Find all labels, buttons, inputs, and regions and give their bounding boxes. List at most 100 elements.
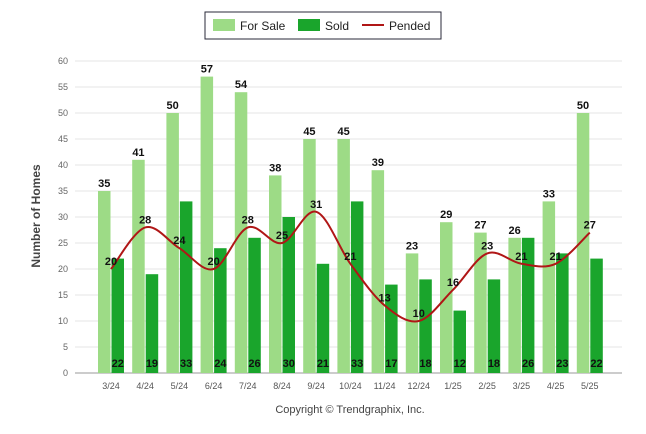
label-for-sale: 35 [98,178,110,190]
label-pended: 13 [378,292,390,304]
pended-line-group [110,210,591,323]
label-pended: 10 [413,308,425,320]
label-pended: 27 [584,220,596,232]
label-for-sale: 50 [577,100,589,112]
y-axis-label: Number of Homes [29,164,43,268]
label-sold: 18 [419,358,431,370]
y-axis-ticks: 0 5 10 15 20 25 30 35 40 45 50 55 60 [58,56,68,378]
bar-for-sale [303,139,316,373]
label-sold: 26 [248,358,260,370]
bar-sold [556,253,569,373]
bar-sold [111,258,124,373]
bar-for-sale [576,113,590,373]
label-for-sale: 23 [406,240,418,252]
x-tick-label: 9/24 [307,381,325,391]
label-sold: 30 [283,358,295,370]
x-tick-label: 5/25 [581,381,599,391]
x-tick-label: 6/24 [205,381,223,391]
x-tick-label: 12/24 [408,381,431,391]
bar-for-sale [542,201,556,373]
legend-label-for-sale: For Sale [240,19,286,33]
bar-for-sale [98,191,111,373]
legend-label-sold: Sold [325,19,349,33]
bar-for-sale [132,159,145,373]
legend: For Sale Sold Pended [204,11,442,40]
bar-sold [350,201,364,373]
copyright-text: Copyright © Trendgraphix, Inc. [275,404,424,416]
label-sold: 18 [488,358,500,370]
label-pended: 23 [481,240,493,252]
bar-for-sale [371,170,385,373]
label-pended: 20 [105,256,117,268]
legend-frame [204,11,442,40]
label-pended: 16 [447,277,459,289]
label-pended: 21 [515,251,527,263]
bar-sold [248,237,261,373]
bar-sold [145,274,159,373]
bar-for-sale [337,139,350,373]
bar-sold [521,237,535,373]
bars [98,76,603,373]
label-for-sale: 54 [235,79,248,91]
label-pended: 28 [139,214,151,226]
x-tick-label: 11/24 [374,381,396,391]
pended-line [110,210,591,323]
bar-sold [419,279,432,373]
bar-sold [590,258,603,373]
label-for-sale: 27 [474,220,486,232]
x-tick-label: 4/25 [547,381,565,391]
y-tick-label: 35 [58,186,68,196]
label-for-sale: 50 [167,100,179,112]
label-sold: 12 [454,358,466,370]
label-pended: 28 [242,214,254,226]
bar-sold [487,279,501,373]
bar-for-sale [474,232,487,373]
x-axis-ticks: 3/24 4/24 5/24 6/24 7/24 8/24 9/24 10/24 11/24 12… [102,381,598,391]
x-tick-label: 10/24 [339,381,362,391]
x-tick-label: 4/24 [136,381,154,391]
label-for-sale: 45 [338,126,350,138]
label-for-sale: 38 [269,162,281,174]
bar-sold [282,217,295,373]
label-pended: 21 [344,251,356,263]
label-pended: 21 [549,251,561,263]
label-sold: 23 [556,358,568,370]
label-sold: 19 [146,358,158,370]
label-sold: 33 [351,358,363,370]
y-tick-label: 55 [58,82,68,92]
x-tick-label: 8/24 [273,381,291,391]
label-sold: 33 [180,358,192,370]
x-tick-label: 7/24 [239,381,257,391]
y-tick-label: 45 [58,134,68,144]
bar-for-sale [405,253,419,373]
y-tick-label: 50 [58,108,68,118]
bar-for-sale [269,175,282,373]
label-for-sale: 41 [132,147,144,159]
label-for-sale: 26 [509,225,521,237]
label-for-sale: 39 [372,157,384,169]
x-tick-label: 3/24 [102,381,120,391]
data-labels: 35 22 41 19 50 33 57 24 54 26 38 30 45 21 45 33 39 17 23 18… [98,64,603,370]
label-sold: 22 [112,358,124,370]
label-pended: 31 [310,199,322,211]
y-tick-label: 15 [58,290,68,300]
label-for-sale: 29 [440,209,452,221]
bar-for-sale [508,237,521,373]
label-sold: 24 [214,358,227,370]
x-tick-label: 5/24 [171,381,189,391]
bar-sold [385,284,398,373]
bar-sold [214,248,227,373]
bar-for-sale [200,76,214,373]
label-pended: 24 [173,235,186,247]
label-for-sale: 33 [543,188,555,200]
y-tick-label: 60 [58,56,68,66]
bar-sold [316,263,330,373]
y-tick-label: 30 [58,212,68,222]
legend-swatch-for-sale [213,19,235,31]
y-tick-label: 5 [63,342,68,352]
label-pended: 25 [276,230,288,242]
label-sold: 21 [317,358,329,370]
label-for-sale: 45 [303,126,315,138]
label-sold: 22 [590,358,602,370]
x-tick-label: 1/25 [444,381,462,391]
